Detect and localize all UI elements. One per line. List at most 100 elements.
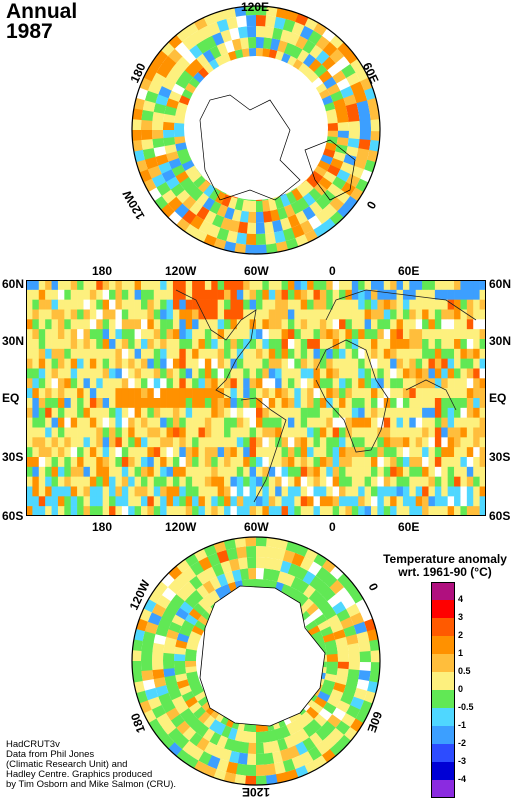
anomaly-cell — [141, 339, 148, 350]
anomaly-cell — [141, 398, 148, 409]
anomaly-cell — [262, 506, 270, 516]
anomaly-cell — [307, 299, 314, 310]
anomaly-cell — [204, 496, 212, 507]
anomaly-cell — [319, 309, 327, 320]
anomaly-cell — [198, 417, 206, 428]
anomaly-cell — [256, 319, 263, 330]
anomaly-cell — [262, 741, 273, 754]
anomaly-cell — [300, 309, 308, 320]
anomaly-cell — [187, 636, 200, 646]
anomaly-cell — [57, 309, 65, 320]
anomaly-cell — [326, 309, 333, 320]
anomaly-cell — [422, 466, 429, 477]
anomaly-cell — [358, 496, 365, 507]
anomaly-cell — [263, 221, 275, 234]
anomaly-cell — [217, 299, 225, 310]
anomaly-cell — [460, 299, 468, 310]
anomaly-cell — [184, 63, 199, 78]
anomaly-cell — [275, 280, 282, 291]
anomaly-cell — [96, 427, 103, 438]
anomaly-cell — [358, 299, 365, 310]
anomaly-cell — [77, 319, 84, 330]
anomaly-cell — [285, 191, 297, 205]
anomaly-cell — [246, 556, 257, 569]
anomaly-cell — [243, 506, 250, 516]
anomaly-cell — [402, 417, 410, 428]
anomaly-cell — [153, 486, 161, 497]
anomaly-cell — [390, 348, 397, 359]
anomaly-cell — [294, 388, 302, 399]
anomaly-cell — [347, 642, 360, 654]
anomaly-cell — [211, 437, 218, 448]
anomaly-cell — [466, 466, 474, 477]
anomaly-cell — [262, 398, 270, 409]
anomaly-cell — [300, 329, 308, 340]
anomaly-cell — [141, 427, 148, 438]
anomaly-cell — [198, 466, 206, 477]
anomaly-cell — [294, 506, 302, 516]
anomaly-cell — [415, 417, 423, 428]
anomaly-cell — [77, 378, 84, 389]
anomaly-cell — [160, 348, 167, 359]
anomaly-cell — [152, 641, 165, 653]
anomaly-cell — [377, 506, 385, 516]
anomaly-cell — [38, 427, 46, 438]
anomaly-cell — [454, 368, 461, 379]
anomaly-cell — [227, 196, 238, 210]
anomaly-cell — [275, 427, 282, 438]
anomaly-cell — [134, 486, 142, 497]
anomaly-cell — [83, 319, 91, 330]
anomaly-cell — [460, 368, 468, 379]
anomaly-cell — [211, 280, 218, 291]
anomaly-cell — [402, 466, 410, 477]
anomaly-cell — [358, 348, 365, 359]
anomaly-cell — [45, 329, 52, 340]
anomaly-cell — [306, 603, 320, 616]
anomaly-cell — [383, 339, 391, 350]
anomaly-cell — [128, 466, 135, 477]
anomaly-cell — [236, 358, 244, 369]
anomaly-cell — [70, 348, 78, 359]
anomaly-cell — [121, 348, 129, 359]
anomaly-cell — [454, 407, 461, 418]
anomaly-cell — [428, 457, 436, 468]
anomaly-cell — [396, 378, 404, 389]
anomaly-cell — [319, 329, 327, 340]
anomaly-cell — [115, 398, 123, 409]
anomaly-cell — [230, 407, 238, 418]
anomaly-cell — [243, 339, 250, 350]
anomaly-cell — [339, 457, 346, 468]
legend-tick-label: 4 — [458, 594, 464, 604]
anomaly-cell — [57, 280, 65, 291]
anomaly-cell — [121, 388, 129, 399]
anomaly-cell — [351, 309, 359, 320]
anomaly-cell — [460, 407, 468, 418]
anomaly-cell — [64, 339, 72, 350]
anomaly-cell — [64, 299, 72, 310]
anomaly-cell — [197, 179, 211, 193]
anomaly-cell — [332, 417, 340, 428]
anomaly-cell — [211, 299, 218, 310]
anomaly-cell — [256, 388, 263, 399]
anomaly-cell — [83, 348, 91, 359]
anomaly-cell — [441, 339, 448, 350]
anomaly-cell — [383, 368, 391, 379]
anomaly-cell — [45, 407, 52, 418]
anomaly-cell — [243, 280, 250, 291]
anomaly-cell — [332, 319, 340, 330]
anomaly-cell — [428, 289, 436, 300]
anomaly-cell — [236, 398, 244, 409]
anomaly-cell — [109, 368, 116, 379]
anomaly-cell — [256, 506, 263, 516]
anomaly-cell — [51, 486, 59, 497]
anomaly-cell — [434, 486, 442, 497]
anomaly-cell — [26, 417, 33, 428]
anomaly-cell — [428, 506, 436, 516]
anomaly-cell — [358, 378, 365, 389]
anomaly-cell — [167, 47, 184, 64]
anomaly-cell — [172, 398, 180, 409]
anomaly-cell — [275, 358, 282, 369]
anomaly-cell — [236, 457, 244, 468]
anomaly-cell — [115, 427, 123, 438]
anomaly-cell — [236, 506, 244, 516]
